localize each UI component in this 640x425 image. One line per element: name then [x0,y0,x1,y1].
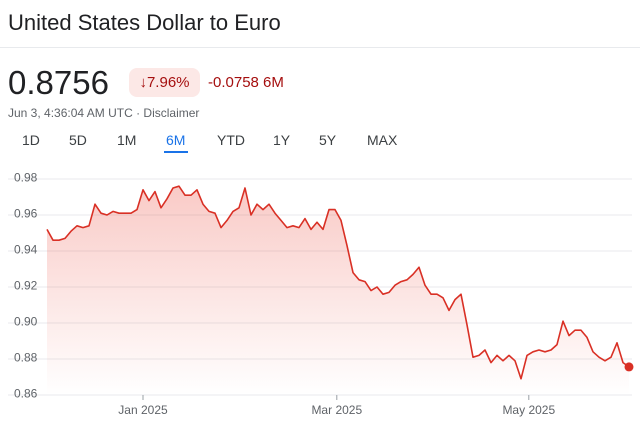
period: 6M [263,74,284,91]
y-tick-label: 0.88 [14,351,38,365]
tab[interactable]: 5D [69,132,87,148]
x-tick-label: Mar 2025 [311,403,362,417]
x-tick-label: Jan 2025 [118,403,168,417]
y-tick-label: 0.92 [14,279,38,293]
tab[interactable]: 1D [22,132,40,148]
last-point [624,362,634,372]
tab[interactable]: YTD [217,132,245,148]
y-tick-label: 0.98 [14,171,38,185]
y-tick-label: 0.90 [14,315,38,329]
change: -0.0758 [208,74,259,91]
y-tick-label: 0.86 [14,387,38,401]
price-line [46,185,630,380]
tab[interactable]: 5Y [319,132,337,148]
x-tick-label: May 2025 [502,403,555,417]
change-row: -0.0758 6M [208,74,284,91]
tab[interactable]: 1M [117,132,137,148]
y-tick-label: 0.94 [14,243,38,257]
change-percent: 7.96% [146,74,190,91]
y-tick-label: 0.96 [14,207,38,221]
area [47,186,629,395]
timestamp: Jun 3, 4:36:04 AM UTC [8,106,133,120]
tab[interactable]: MAX [367,132,398,148]
disclaimer[interactable]: Disclaimer [143,106,200,120]
tab-indicator [164,151,188,153]
divider [0,47,640,48]
price: 0.8756 [8,64,109,101]
tab[interactable]: 6M [166,132,186,148]
change-badge: ↓7.96% [129,68,200,97]
title: United States Dollar to Euro [8,10,281,35]
timestamp-row: Jun 3, 4:36:04 AM UTC · Disclaimer [8,106,200,120]
tab[interactable]: 1Y [273,132,291,148]
